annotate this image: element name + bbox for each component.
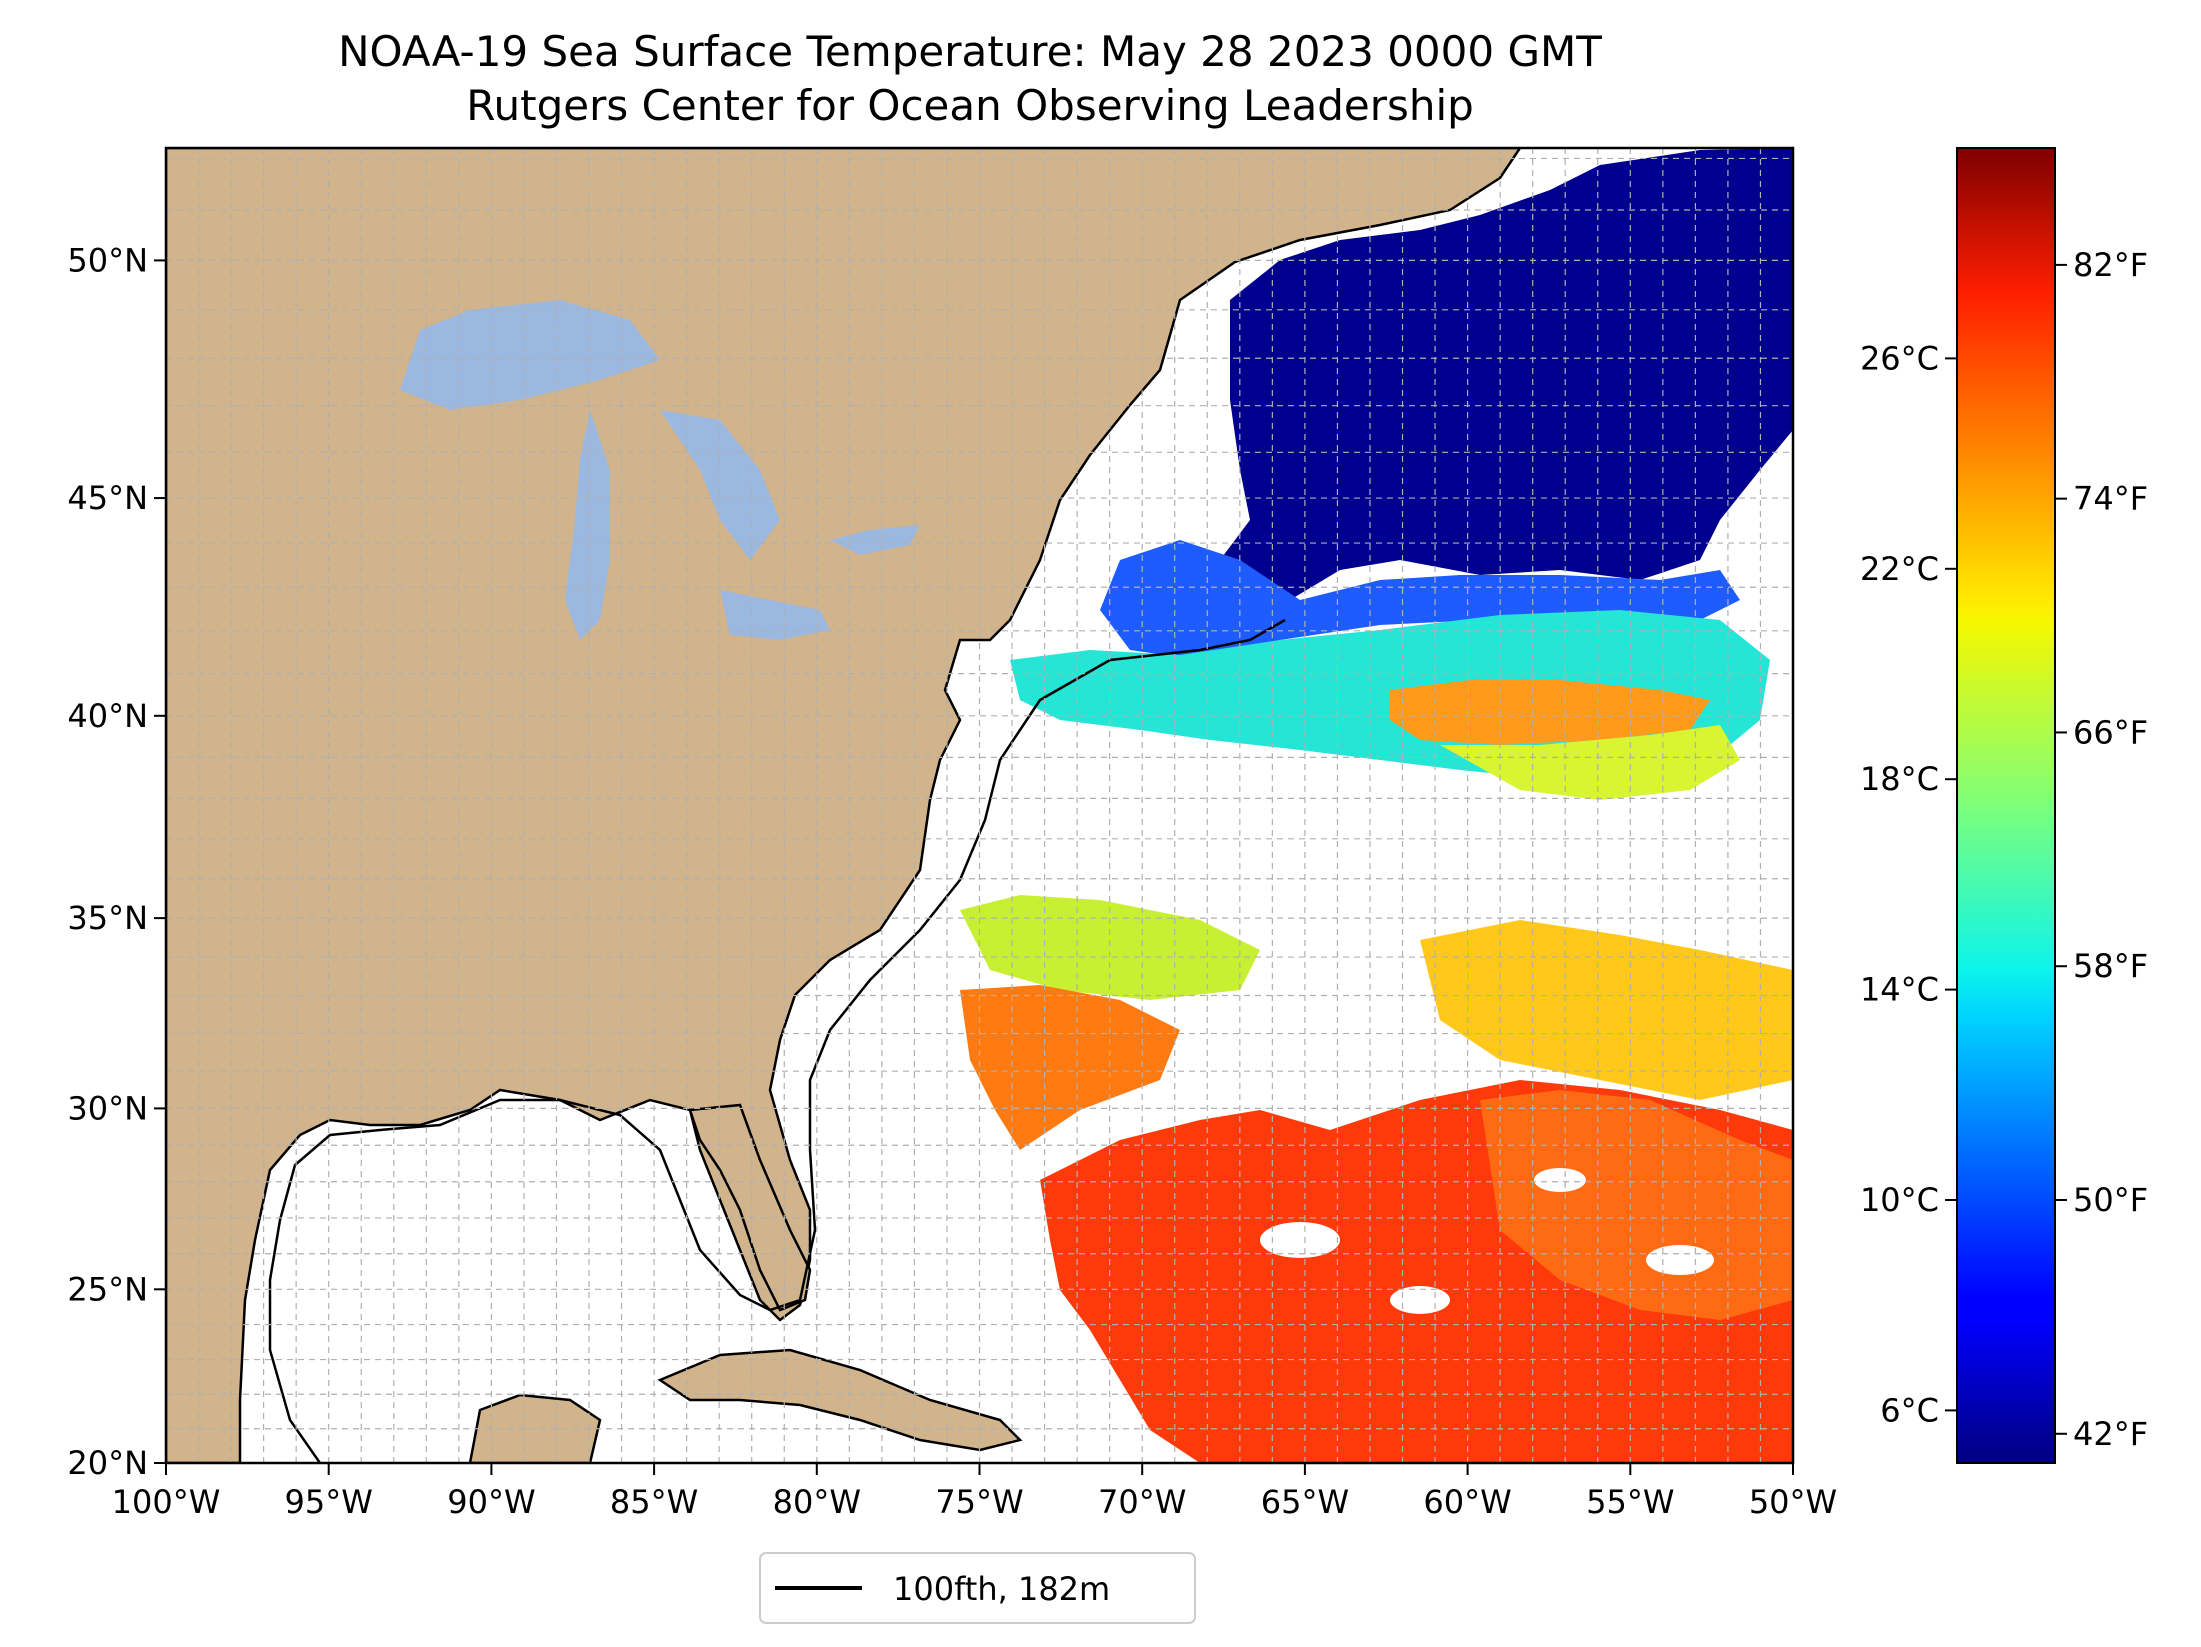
lon-tick-label: 70°W [1098,1483,1186,1521]
lon-tick-label: 65°W [1261,1483,1349,1521]
lat-tick-label: 50°N [67,241,148,279]
longitude-axis: 100°W 95°W 90°W 85°W 80°W 75°W 70°W 65°W 60°W 55°… [112,1463,1837,1521]
isobath-100fth-line [268,618,1286,1463]
celsius-tick-label: 14°C [1860,971,1939,1009]
fahrenheit-tick-label: 42°F [2073,1415,2148,1453]
colorbar-celsius-axis: 6°C 10°C 14°C 18°C 22°C 26°C [1860,339,1957,1429]
sst-south-yellow [960,895,1260,1000]
lon-tick-label: 50°W [1749,1483,1837,1521]
celsius-tick-label: 22°C [1860,550,1939,588]
sst-south-yellow-east [1420,920,1793,1100]
title-line-2: Rutgers Center for Ocean Observing Leade… [466,81,1474,130]
lon-tick-label: 55°W [1586,1483,1674,1521]
sst-south-orange-2 [1480,1090,1793,1320]
lon-tick-label: 90°W [447,1483,535,1521]
map-panel [166,148,1793,1463]
fahrenheit-tick-label: 74°F [2073,480,2148,518]
lat-tick-label: 25°N [67,1270,148,1308]
lat-tick-label: 20°N [67,1444,148,1482]
colorbar-fahrenheit-axis: 42°F 50°F 58°F 66°F 74°F 82°F [2055,246,2148,1453]
lon-tick-label: 95°W [285,1483,373,1521]
fahrenheit-tick-label: 82°F [2073,246,2148,284]
sst-yellow-band [1440,725,1740,800]
lon-tick-label: 80°W [773,1483,861,1521]
fahrenheit-tick-label: 58°F [2073,947,2148,985]
celsius-tick-label: 26°C [1860,339,1939,377]
great-lakes [400,300,920,640]
fahrenheit-tick-label: 66°F [2073,713,2148,751]
legend-label: 100fth, 182m [893,1570,1110,1608]
fahrenheit-tick-label: 50°F [2073,1181,2148,1219]
cloud-gaps [1190,990,1714,1314]
legend: 100fth, 182m [759,1552,1196,1624]
celsius-tick-label: 18°C [1860,760,1939,798]
lat-tick-label: 45°N [67,479,148,517]
lon-tick-label: 75°W [935,1483,1023,1521]
sst-mid-region-blue [1100,540,1740,660]
lon-tick-label: 100°W [112,1483,221,1521]
colorbar: 6°C 10°C 14°C 18°C 22°C 26°C 42°F 50°F 58°F 66°F… [1860,147,2148,1464]
florida-land [688,1103,812,1312]
latitude-axis: 20°N 25°N 30°N 35°N 40°N 45°N 50°N [67,241,166,1482]
gridlines [166,148,1793,1463]
title-line-1: NOAA-19 Sea Surface Temperature: May 28 … [338,27,1602,76]
north-america-land [166,148,1522,1463]
lon-tick-label: 85°W [610,1483,698,1521]
lat-tick-label: 35°N [67,899,148,937]
lat-tick-label: 30°N [67,1089,148,1127]
celsius-tick-label: 6°C [1880,1391,1939,1429]
sst-cold-region [1220,148,1793,600]
legend-box [759,1552,1196,1624]
colorbar-gradient [1956,147,2056,1464]
cuba-land [657,1348,1023,1452]
lat-tick-label: 40°N [67,697,148,735]
lon-tick-label: 60°W [1423,1483,1511,1521]
sst-gulfstream-warm [1390,680,1710,745]
celsius-tick-label: 10°C [1860,1181,1939,1219]
